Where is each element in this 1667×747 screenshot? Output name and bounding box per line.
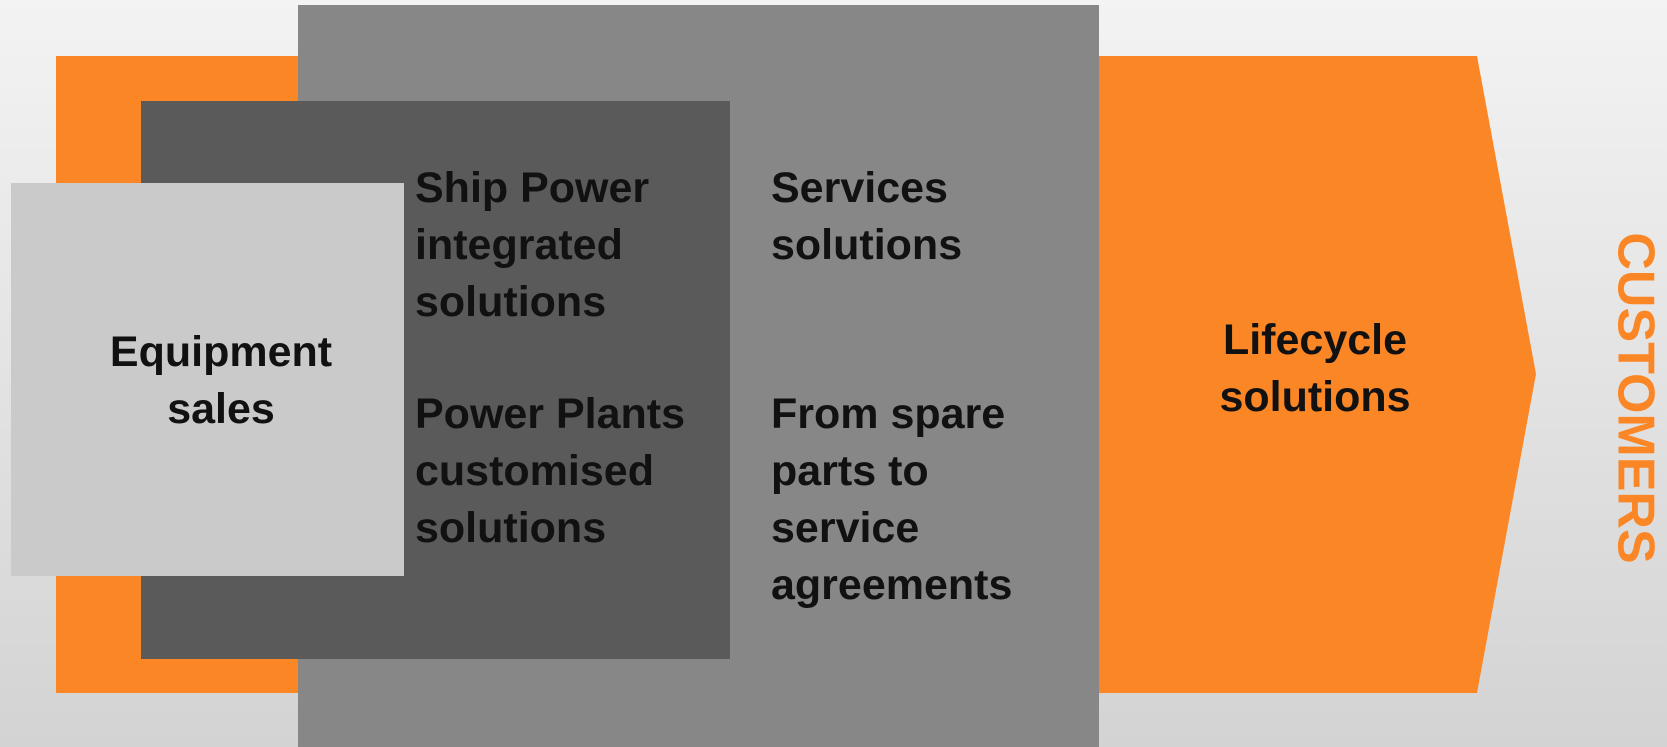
text-line: solutions (415, 278, 606, 326)
customers-label: CUSTOMERS (1606, 232, 1664, 563)
text-line: service (771, 504, 919, 552)
text-line: Power Plants (415, 390, 685, 438)
spare-parts-text: From spare parts to service agreements (771, 390, 1012, 609)
lifecycle-text: Lifecycle solutions (1219, 316, 1410, 421)
text-line: Ship Power (415, 164, 649, 212)
text-line: agreements (771, 561, 1012, 609)
text-line: solutions (771, 221, 962, 269)
text-line: solutions (415, 504, 606, 552)
text-line: Equipment (110, 328, 332, 376)
power-plants-text: Power Plants customised solutions (415, 390, 685, 552)
text-line: customised (415, 447, 654, 495)
text-line: Lifecycle (1223, 316, 1407, 364)
equipment-text: Equipment sales (110, 328, 332, 433)
equipment-box (11, 183, 404, 576)
text-line: parts to (771, 447, 929, 495)
text-line: From spare (771, 390, 1005, 438)
ship-power-text: Ship Power integrated solutions (415, 164, 649, 326)
text-line: sales (167, 385, 275, 433)
text-line: Services (771, 164, 948, 212)
text-line: integrated (415, 221, 623, 269)
services-text: Services solutions (771, 164, 962, 269)
text-line: solutions (1219, 373, 1410, 421)
